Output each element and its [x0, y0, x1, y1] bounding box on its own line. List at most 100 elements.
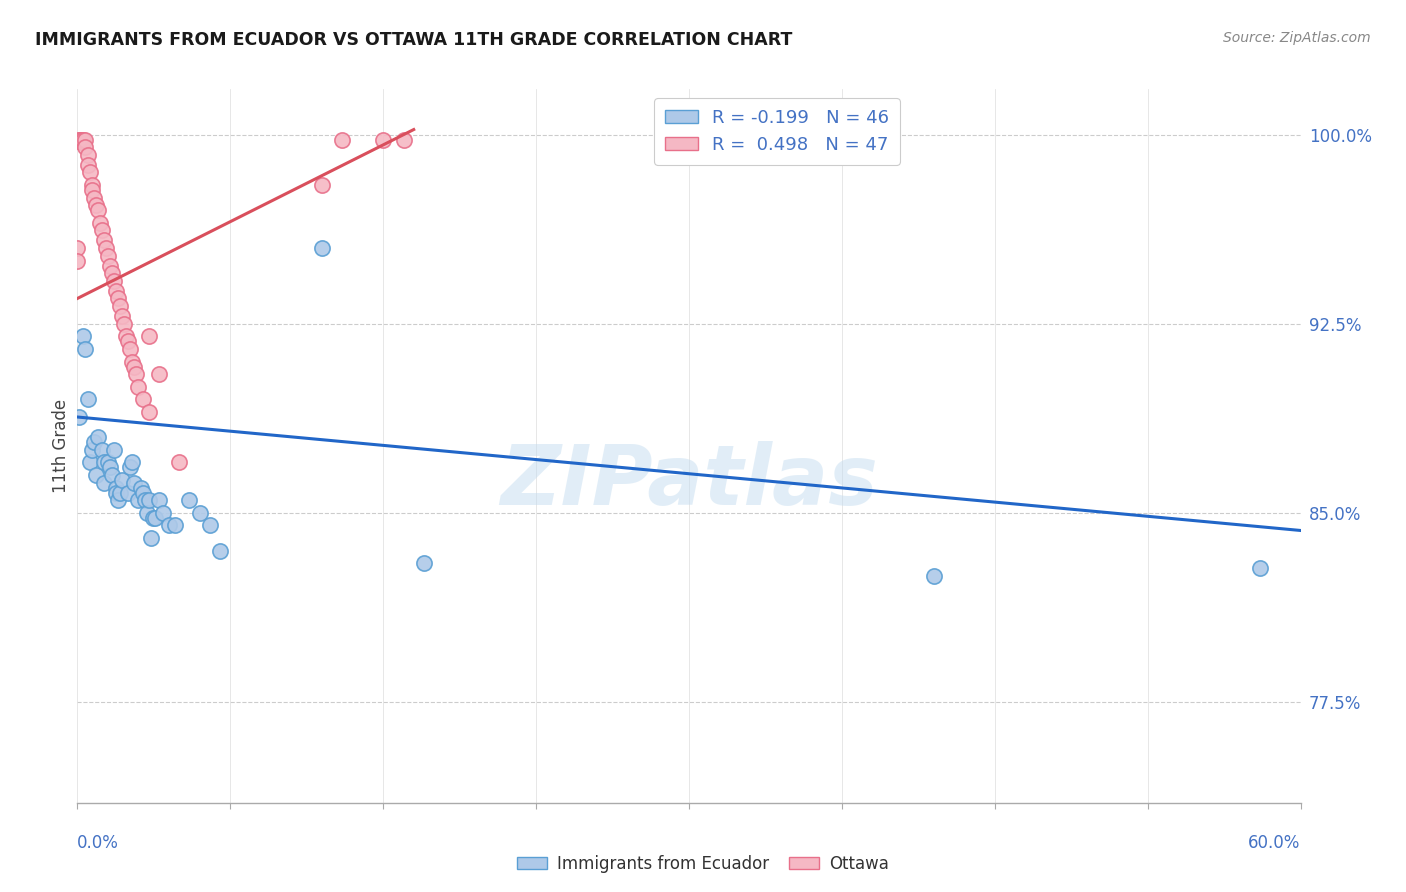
- Point: [87, 430, 110, 444]
- Point: [79, 165, 101, 179]
- Point: [138, 329, 160, 343]
- Y-axis label: 11th Grade: 11th Grade: [52, 399, 70, 493]
- Point: [76, 392, 98, 407]
- Point: [105, 284, 128, 298]
- Point: [371, 133, 394, 147]
- Text: Source: ZipAtlas.com: Source: ZipAtlas.com: [1223, 31, 1371, 45]
- Point: [128, 493, 150, 508]
- Point: [80, 183, 103, 197]
- Text: IMMIGRANTS FROM ECUADOR VS OTTAWA 11TH GRADE CORRELATION CHART: IMMIGRANTS FROM ECUADOR VS OTTAWA 11TH G…: [35, 31, 793, 49]
- Point: [105, 485, 128, 500]
- Point: [143, 511, 166, 525]
- Point: [112, 317, 135, 331]
- Point: [79, 455, 101, 469]
- Point: [1249, 561, 1271, 575]
- Point: [66, 241, 89, 255]
- Point: [128, 380, 150, 394]
- Point: [103, 274, 125, 288]
- Point: [83, 191, 105, 205]
- Point: [198, 518, 221, 533]
- Text: 0.0%: 0.0%: [77, 834, 120, 852]
- Point: [922, 569, 945, 583]
- Point: [179, 493, 201, 508]
- Point: [413, 556, 436, 570]
- Point: [90, 442, 112, 457]
- Point: [66, 253, 89, 268]
- Point: [89, 216, 111, 230]
- Legend: Immigrants from Ecuador, Ottawa: Immigrants from Ecuador, Ottawa: [510, 848, 896, 880]
- Point: [392, 133, 415, 147]
- Text: 60.0%: 60.0%: [1249, 834, 1301, 852]
- Point: [67, 133, 90, 147]
- Point: [72, 133, 94, 147]
- Point: [87, 203, 110, 218]
- Point: [169, 455, 191, 469]
- Point: [311, 178, 333, 192]
- Point: [67, 133, 90, 147]
- Point: [311, 241, 333, 255]
- Point: [93, 455, 115, 469]
- Point: [107, 292, 129, 306]
- Point: [105, 481, 128, 495]
- Point: [80, 178, 103, 192]
- Point: [108, 485, 131, 500]
- Point: [70, 135, 93, 149]
- Point: [75, 133, 97, 147]
- Point: [70, 133, 93, 147]
- Point: [332, 133, 354, 147]
- Point: [72, 329, 94, 343]
- Point: [75, 140, 97, 154]
- Point: [131, 485, 153, 500]
- Point: [134, 493, 156, 508]
- Legend: R = -0.199   N = 46, R =  0.498   N = 47: R = -0.199 N = 46, R = 0.498 N = 47: [654, 98, 900, 165]
- Point: [121, 354, 143, 368]
- Point: [93, 475, 115, 490]
- Point: [138, 493, 160, 508]
- Point: [124, 359, 146, 374]
- Point: [101, 266, 124, 280]
- Point: [165, 518, 187, 533]
- Point: [101, 468, 124, 483]
- Point: [142, 511, 165, 525]
- Point: [138, 405, 160, 419]
- Point: [84, 468, 107, 483]
- Point: [115, 329, 138, 343]
- Point: [98, 460, 121, 475]
- Point: [97, 249, 120, 263]
- Point: [103, 442, 125, 457]
- Point: [148, 493, 170, 508]
- Point: [139, 531, 162, 545]
- Point: [98, 259, 121, 273]
- Point: [121, 455, 143, 469]
- Point: [80, 442, 103, 457]
- Point: [111, 309, 134, 323]
- Point: [188, 506, 211, 520]
- Point: [152, 506, 174, 520]
- Point: [76, 147, 98, 161]
- Point: [157, 518, 180, 533]
- Point: [83, 435, 105, 450]
- Point: [84, 198, 107, 212]
- Point: [94, 241, 117, 255]
- Point: [131, 392, 153, 407]
- Point: [120, 460, 142, 475]
- Point: [97, 455, 120, 469]
- Point: [111, 473, 134, 487]
- Point: [108, 299, 131, 313]
- Point: [117, 334, 139, 349]
- Point: [75, 342, 97, 356]
- Point: [148, 367, 170, 381]
- Point: [135, 506, 157, 520]
- Point: [76, 158, 98, 172]
- Point: [125, 367, 148, 381]
- Point: [120, 342, 142, 356]
- Point: [90, 223, 112, 237]
- Point: [93, 234, 115, 248]
- Point: [72, 135, 94, 149]
- Point: [124, 475, 146, 490]
- Point: [209, 543, 232, 558]
- Text: ZIPatlas: ZIPatlas: [501, 442, 877, 522]
- Point: [67, 409, 90, 424]
- Point: [117, 485, 139, 500]
- Point: [129, 481, 152, 495]
